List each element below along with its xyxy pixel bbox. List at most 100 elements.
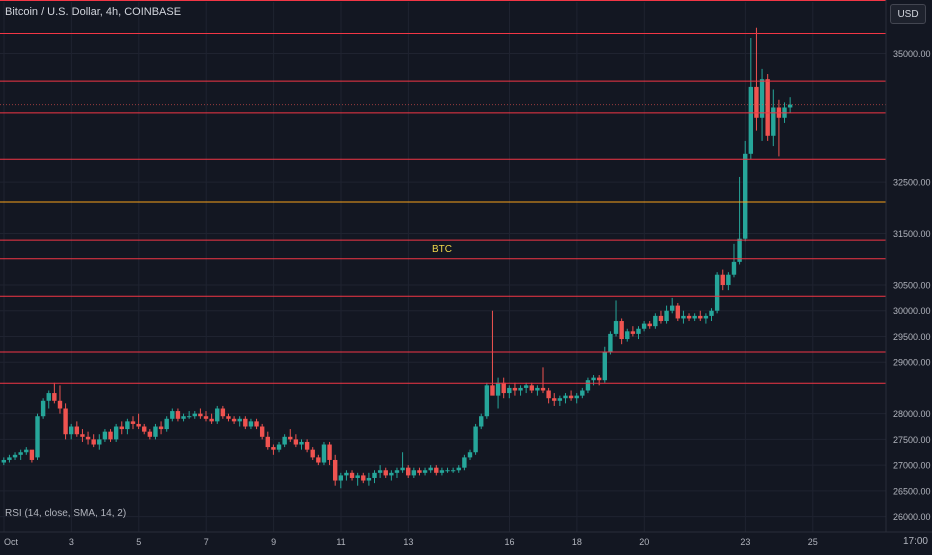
candle [231,416,237,424]
candle-body [731,261,737,275]
candle [175,408,181,422]
time-axis-label: 5 [136,537,141,547]
candle [366,472,372,486]
candle [439,467,445,476]
candle [338,472,344,489]
candle [698,310,703,322]
price-axis-label: 32500.00 [893,178,931,188]
candle-body [743,153,748,239]
price-axis-label: 28000.00 [893,409,931,419]
candle [259,423,265,440]
candle [288,429,293,442]
candle-body [518,387,523,391]
time-axis-label: 23 [740,537,750,547]
candle [658,310,664,324]
candle-body [237,418,242,422]
price-axis-label: 26000.00 [893,512,931,522]
candle [692,313,697,322]
candle-body [226,416,231,419]
candle-body [529,385,534,391]
candle [46,390,51,409]
candle-body [692,315,697,319]
candle-body [153,426,158,437]
candle-body [703,315,709,319]
time-axis-label: 18 [572,537,582,547]
candle [456,465,461,473]
candle-body [91,439,96,445]
candle [119,421,124,435]
candle [450,467,456,473]
candle-body [720,274,725,286]
candle-body [215,408,220,422]
candle [703,313,709,324]
candle-body [585,380,591,391]
candle-body [698,315,703,319]
candle-body [304,441,310,450]
candle [681,310,686,324]
candle [35,413,40,460]
candle [198,408,203,419]
candle [265,431,270,450]
candle [332,454,338,486]
candle-body [389,472,394,476]
candle-body [619,321,624,340]
candle-body [608,333,613,352]
candle [608,331,613,355]
price-axis-background [886,0,932,550]
candle-body [276,444,282,450]
candle-body [563,395,568,399]
price-axis-label: 27500.00 [893,435,931,445]
candle [142,423,147,435]
candle-body [142,426,147,432]
candle-body [203,416,209,419]
candle [282,434,287,448]
price-axis-label: 30500.00 [893,281,931,291]
candle [7,454,12,463]
candle-body [434,467,439,473]
rsi-indicator-label[interactable]: RSI (14, close, SMA, 14, 2) [5,508,127,519]
time-axis-label: 13 [403,537,413,547]
candle-body [411,470,417,476]
time-axis-label: 7 [204,537,209,547]
candle-body [445,470,450,472]
candle [170,408,175,422]
candle [203,411,209,422]
candle [445,467,450,473]
candle [591,375,596,386]
candle [136,413,141,430]
candle-body [170,411,175,419]
candle-body [175,411,181,419]
time-axis-label: Oct [4,537,19,547]
time-axis: Oct 3 5 7 9 11 13 16 18 20 23 25 [0,531,932,550]
candle [473,423,478,455]
candle-body [231,418,237,422]
candle [377,465,383,478]
candle [383,467,388,478]
candle-body [512,387,518,391]
candle [69,423,74,440]
candle-body [52,393,57,401]
candle [574,393,579,404]
candle [484,382,490,419]
candle [299,439,304,450]
candle-body [80,434,85,437]
candle-body [125,421,130,430]
candle-body [557,398,563,401]
candle-body [18,452,23,455]
candle-body [361,475,366,481]
candle [765,74,770,141]
candle-body [147,431,153,437]
price-axis-label: 26500.00 [893,486,931,496]
candle-body [709,310,714,316]
candle-body [422,470,428,473]
candle-body [265,436,270,448]
currency-button[interactable]: USD [890,4,926,24]
candle [91,434,96,448]
candle [529,382,534,394]
candle [12,452,18,460]
candle-body [647,323,652,327]
candle-body [726,274,731,286]
candle-body [523,385,529,388]
